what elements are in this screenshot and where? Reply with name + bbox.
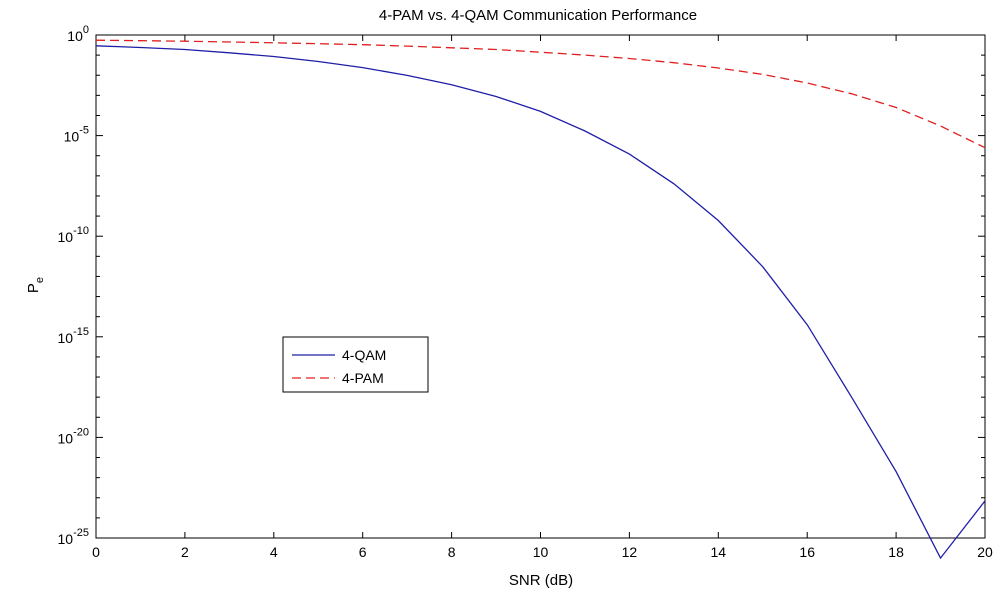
y-tick-label-exponent: 0 bbox=[83, 24, 89, 36]
x-tick-label: 10 bbox=[533, 544, 549, 560]
y-tick-label-exponent: -20 bbox=[73, 426, 89, 438]
x-tick-label: 6 bbox=[359, 544, 367, 560]
x-tick-label: 8 bbox=[448, 544, 456, 560]
y-tick-label-exponent: -15 bbox=[73, 326, 89, 338]
y-axis-label-subscript: e bbox=[34, 277, 46, 283]
y-tick-label-exponent: -25 bbox=[73, 527, 89, 539]
series-line-4-pam bbox=[95, 39, 986, 149]
legend-box bbox=[282, 336, 429, 393]
y-tick-label-base: 10 bbox=[58, 531, 74, 547]
y-tick-label-exponent: -5 bbox=[79, 125, 89, 137]
y-tick-label-base: 10 bbox=[67, 28, 83, 44]
x-tick-label: 0 bbox=[92, 544, 100, 560]
x-tick-label: 16 bbox=[799, 544, 815, 560]
y-axis-label: Pe bbox=[25, 277, 46, 293]
x-tick-label: 20 bbox=[977, 544, 993, 560]
x-tick-label: 4 bbox=[270, 544, 278, 560]
y-tick-label: 10-5 bbox=[64, 125, 89, 145]
y-tick-label-base: 10 bbox=[58, 229, 74, 245]
plot-area bbox=[95, 34, 986, 539]
legend: 4-QAM 4-PAM bbox=[282, 336, 429, 393]
y-tick-label: 10-20 bbox=[58, 426, 89, 446]
x-tick-label: 18 bbox=[888, 544, 904, 560]
y-tick-label-base: 10 bbox=[64, 129, 80, 145]
svg-text:Pe: Pe bbox=[25, 277, 46, 293]
series-layer bbox=[95, 39, 986, 560]
series-line-4-qam bbox=[95, 45, 986, 560]
y-tick-label: 10-10 bbox=[58, 225, 89, 245]
x-axis-label: SNR (dB) bbox=[509, 572, 573, 589]
y-tick-label-exponent: -10 bbox=[73, 225, 89, 237]
y-axis-label-base: P bbox=[25, 283, 42, 293]
y-tick-label: 10-25 bbox=[58, 527, 89, 547]
y-tick-label-base: 10 bbox=[58, 330, 74, 346]
legend-label-4-qam: 4-QAM bbox=[342, 347, 386, 363]
chart-title: 4-PAM vs. 4-QAM Communication Performanc… bbox=[379, 7, 697, 24]
x-axis-ticks: 0 2 4 6 8 10 12 14 16 18 20 bbox=[92, 35, 993, 560]
y-tick-label-base: 10 bbox=[58, 430, 74, 446]
x-tick-label: 2 bbox=[181, 544, 189, 560]
y-tick-label: 100 bbox=[67, 24, 89, 44]
legend-label-4-pam: 4-PAM bbox=[342, 370, 384, 386]
x-tick-label: 14 bbox=[711, 544, 727, 560]
x-tick-label: 12 bbox=[622, 544, 638, 560]
y-tick-label: 10-15 bbox=[58, 326, 89, 346]
